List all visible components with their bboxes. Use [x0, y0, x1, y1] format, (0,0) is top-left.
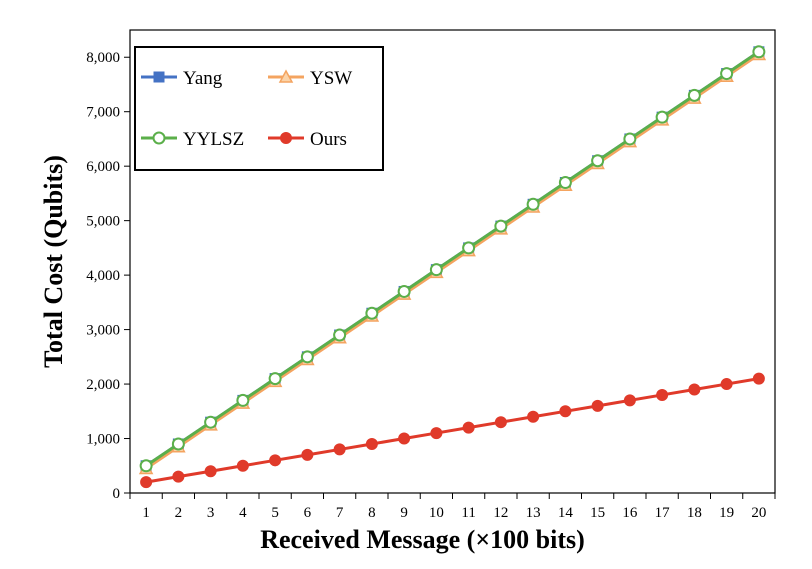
data-point [655, 110, 669, 124]
data-point [153, 71, 165, 83]
data-point [752, 45, 766, 59]
data-point [462, 421, 475, 434]
legend-label: Yang [183, 68, 223, 89]
legend: Yang YSW YYLSZ Ours [134, 46, 384, 171]
legend-item: Yang [141, 68, 223, 89]
y-tick-label: 5,000 [86, 214, 120, 230]
y-tick-label: 8,000 [86, 50, 120, 66]
data-point [171, 437, 185, 451]
series-yylsz [139, 45, 766, 473]
legend-item: YSW [268, 68, 352, 89]
y-tick-label: 4,000 [86, 268, 120, 284]
x-tick-label: 17 [655, 505, 671, 521]
data-point [152, 131, 166, 145]
legend-label: YSW [310, 68, 352, 89]
data-point [429, 263, 443, 277]
data-point [494, 219, 508, 233]
x-tick-label: 18 [687, 505, 702, 521]
x-tick-label: 11 [461, 505, 475, 521]
series-layer [138, 45, 767, 489]
data-point [278, 69, 294, 83]
y-axis-title: Total Cost (Qubits) [39, 155, 68, 368]
data-point [559, 405, 572, 418]
data-point [365, 306, 379, 320]
x-tick-label: 6 [304, 505, 312, 521]
x-tick-label: 12 [493, 505, 508, 521]
y-axis-ticks: 0 1,000 2,000 3,000 4,000 5,000 6,000 7,000 8,00… [86, 50, 130, 502]
data-point [430, 427, 443, 440]
x-tick-label: 3 [207, 505, 215, 521]
data-point [172, 470, 185, 483]
y-tick-label: 1,000 [86, 432, 120, 448]
data-point [397, 284, 411, 298]
y-tick-label: 7,000 [86, 105, 120, 121]
x-axis-ticks: 1 2 3 4 5 6 7 8 9 10 11 12 13 14 15 16 17 18 19 20 [129, 493, 776, 521]
data-point [591, 399, 604, 412]
data-point [333, 443, 346, 456]
data-point [526, 197, 540, 211]
data-point [333, 328, 347, 342]
data-point [688, 383, 701, 396]
x-tick-label: 7 [336, 505, 344, 521]
data-point [301, 448, 314, 461]
data-point [558, 176, 572, 190]
data-point [398, 432, 411, 445]
data-point [236, 459, 249, 472]
data-point [527, 410, 540, 423]
legend-label: YYLSZ [183, 129, 244, 150]
y-tick-label: 0 [113, 486, 121, 502]
x-tick-label: 8 [368, 505, 376, 521]
data-point [280, 132, 292, 144]
data-point [365, 437, 378, 450]
x-tick-label: 19 [719, 505, 734, 521]
x-axis-title: Received Message (×100 bits) [260, 525, 585, 554]
x-tick-label: 13 [526, 505, 541, 521]
data-point [623, 394, 636, 407]
x-tick-label: 1 [142, 505, 150, 521]
x-tick-label: 20 [751, 505, 766, 521]
data-point [687, 88, 701, 102]
legend-label: Ours [310, 129, 347, 150]
data-point [204, 415, 218, 429]
y-tick-label: 2,000 [86, 377, 120, 393]
legend-box [134, 46, 384, 171]
y-tick-label: 3,000 [86, 323, 120, 339]
data-point [752, 372, 765, 385]
data-point [591, 154, 605, 168]
legend-item: Ours [268, 129, 347, 150]
data-point [300, 350, 314, 364]
x-tick-label: 2 [175, 505, 183, 521]
x-tick-label: 15 [590, 505, 605, 521]
data-point [656, 388, 669, 401]
x-tick-label: 14 [558, 505, 574, 521]
y-tick-label: 6,000 [86, 159, 120, 175]
data-point [204, 465, 217, 478]
data-point [268, 372, 282, 386]
data-point [720, 67, 734, 81]
x-tick-label: 5 [271, 505, 279, 521]
data-point [494, 416, 507, 429]
legend-item: YYLSZ [141, 129, 244, 150]
data-point [720, 378, 733, 391]
data-point [462, 241, 476, 255]
x-tick-label: 9 [400, 505, 408, 521]
data-point [269, 454, 282, 467]
data-point [139, 459, 153, 473]
x-tick-label: 4 [239, 505, 247, 521]
data-point [140, 476, 153, 489]
data-point [623, 132, 637, 146]
x-tick-label: 10 [429, 505, 444, 521]
series-ours [140, 372, 765, 489]
x-tick-label: 16 [622, 505, 638, 521]
data-point [236, 393, 250, 407]
